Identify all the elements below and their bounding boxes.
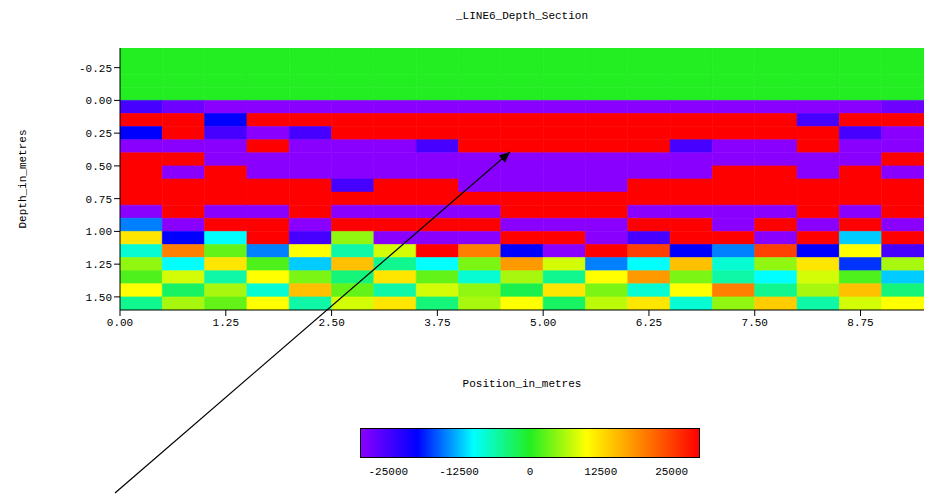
svg-text:5.00: 5.00 [530, 317, 556, 329]
html-text:25000: 25000 [655, 466, 689, 478]
html-text:12500: 12500 [584, 466, 618, 478]
svg-text:0.75: 0.75 [86, 194, 112, 206]
svg-text:-0.25: -0.25 [79, 63, 112, 75]
svg-text:0.00: 0.00 [107, 317, 133, 329]
svg-text:0.25: 0.25 [86, 128, 112, 140]
html-text:-12500: -12500 [439, 466, 479, 478]
html-text:_LINE6_Depth_Section: _LINE6_Depth_Section [456, 10, 588, 22]
svg-text:1.25: 1.25 [213, 317, 239, 329]
svg-text:8.75: 8.75 [847, 317, 873, 329]
svg-text:Depth_in_metres: Depth_in_metres [17, 129, 29, 228]
html-text:0: 0 [526, 466, 534, 478]
svg-text:6.25: 6.25 [636, 317, 662, 329]
svg-text:0.50: 0.50 [86, 161, 112, 173]
svg-text:1.00: 1.00 [86, 226, 112, 238]
svg-text:0.00: 0.00 [86, 95, 112, 107]
html-text:Position_in_metres: Position_in_metres [462, 378, 582, 390]
svg-text:1.50: 1.50 [86, 292, 112, 304]
svg-text:2.50: 2.50 [318, 317, 344, 329]
html-text:-25000: -25000 [368, 466, 409, 478]
svg-text:7.50: 7.50 [742, 317, 768, 329]
svg-text:3.75: 3.75 [424, 317, 450, 329]
svg-text:1.25: 1.25 [86, 259, 112, 271]
